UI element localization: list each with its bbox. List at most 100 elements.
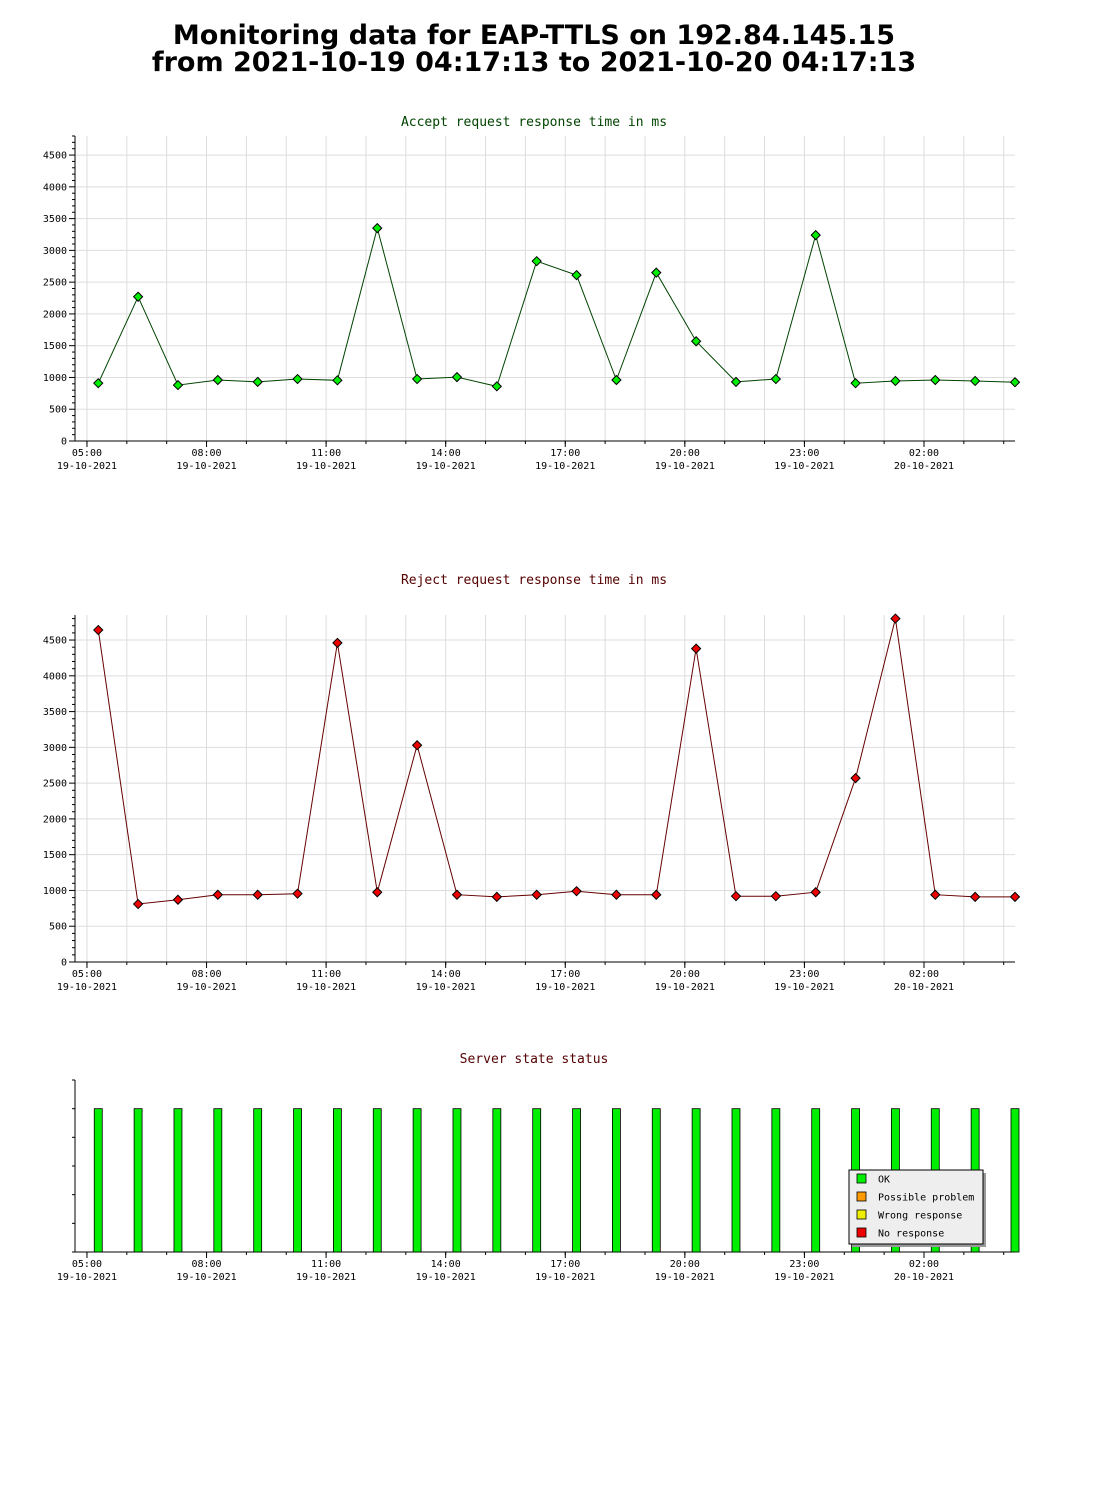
y-tick-label: 3000 xyxy=(43,743,67,754)
x-tick-label-date: 19-10-2021 xyxy=(57,461,117,472)
x-tick-label-date: 19-10-2021 xyxy=(774,1272,834,1283)
data-point xyxy=(730,376,742,388)
status-bar xyxy=(452,1108,462,1253)
data-point xyxy=(132,898,144,910)
y-tick-label: 3000 xyxy=(43,246,67,257)
x-tick-label-date: 19-10-2021 xyxy=(416,982,476,993)
x-tick-label-date: 19-10-2021 xyxy=(57,1272,117,1283)
data-point xyxy=(332,637,343,649)
status-bar xyxy=(253,1108,263,1253)
data-point xyxy=(531,255,542,267)
series-line xyxy=(97,226,1016,387)
y-tick-label: 1000 xyxy=(43,886,67,897)
x-tick-label-time: 23:00 xyxy=(789,448,819,459)
status-bar xyxy=(572,1108,581,1253)
data-point xyxy=(611,374,622,386)
data-point xyxy=(252,376,263,388)
x-tick-label-date: 19-10-2021 xyxy=(176,1272,236,1283)
x-tick-label-time: 14:00 xyxy=(431,448,461,459)
data-point xyxy=(411,373,423,385)
y-tick-label: 0 xyxy=(61,437,67,448)
status-bar xyxy=(333,1108,342,1253)
accept-response-chart: Accept request response time in ms 0 500 10… xyxy=(43,115,1021,472)
status-bar xyxy=(651,1108,661,1253)
y-tick-label: 4000 xyxy=(43,671,67,682)
data-point xyxy=(850,377,861,389)
x-tick-label-time: 20:00 xyxy=(670,448,700,459)
data-point xyxy=(651,889,662,900)
y-tick-label: 1500 xyxy=(43,850,67,861)
data-point xyxy=(651,267,662,278)
data-point xyxy=(132,291,144,302)
data-point xyxy=(810,887,821,898)
data-point xyxy=(890,375,901,387)
y-tick-label: 4000 xyxy=(43,182,67,193)
x-tick-label-time: 02:00 xyxy=(909,448,939,459)
status-bar xyxy=(691,1108,701,1253)
data-point xyxy=(93,624,104,636)
x-tick-label-date: 19-10-2021 xyxy=(535,461,595,472)
x-tick-label-time: 17:00 xyxy=(550,448,580,459)
page-title-line-2: from 2021-10-19 04:17:13 to 2021-10-20 0… xyxy=(151,47,917,78)
data-point xyxy=(930,374,941,386)
data-point xyxy=(172,379,184,391)
x-tick-label-date: 20-10-2021 xyxy=(894,982,954,993)
chart-title: Reject request response time in ms xyxy=(401,573,667,588)
data-point xyxy=(172,894,184,905)
status-bar xyxy=(492,1108,502,1253)
data-point xyxy=(531,889,542,900)
data-point xyxy=(930,889,941,900)
x-tick-label-time: 05:00 xyxy=(72,448,102,459)
data-point xyxy=(93,377,104,389)
x-tick-label-time: 05:00 xyxy=(72,1259,102,1270)
y-tick-label: 2500 xyxy=(43,779,67,790)
status-bar xyxy=(1010,1108,1020,1253)
data-point xyxy=(850,772,861,784)
data-point xyxy=(212,374,224,386)
x-tick-label-time: 17:00 xyxy=(550,1259,580,1270)
x-tick-label-date: 19-10-2021 xyxy=(655,461,715,472)
page-title: Monitoring data for EAP-TTLS on 192.84.1… xyxy=(0,22,1068,76)
legend-swatch xyxy=(856,1209,867,1220)
chart-title: Server state status xyxy=(460,1052,609,1067)
data-point xyxy=(1009,377,1021,388)
y-tick-label: 0 xyxy=(61,958,67,969)
server-status-chart: Server state status 05:00 19-10-2021 08:00 1… xyxy=(57,1052,1020,1283)
status-bar xyxy=(811,1108,821,1253)
x-tick-label-time: 17:00 xyxy=(550,969,580,980)
x-tick-label-date: 19-10-2021 xyxy=(176,461,236,472)
status-bar xyxy=(213,1108,223,1253)
data-point xyxy=(491,381,503,392)
x-tick-label-time: 08:00 xyxy=(191,969,221,980)
data-point xyxy=(690,336,702,347)
data-point xyxy=(451,889,463,900)
y-tick-label: 1000 xyxy=(43,373,67,384)
y-tick-label: 1500 xyxy=(43,341,67,352)
legend-label: No response xyxy=(878,1229,944,1240)
data-point xyxy=(571,269,582,281)
data-point xyxy=(730,890,742,902)
status-bar xyxy=(412,1108,422,1253)
x-tick-label-date: 19-10-2021 xyxy=(535,1272,595,1283)
y-tick-label: 2000 xyxy=(43,814,67,825)
x-tick-label-time: 11:00 xyxy=(311,969,341,980)
y-tick-label: 3500 xyxy=(43,707,67,718)
legend-swatch xyxy=(856,1227,867,1238)
x-tick-label-time: 20:00 xyxy=(670,1259,700,1270)
page-title-line-1: Monitoring data for EAP-TTLS on 192.84.1… xyxy=(172,20,896,51)
x-tick-label-date: 19-10-2021 xyxy=(296,982,356,993)
legend-swatch xyxy=(856,1191,867,1202)
x-tick-label-date: 19-10-2021 xyxy=(57,982,117,993)
x-tick-label-time: 14:00 xyxy=(431,969,461,980)
legend-label: Wrong response xyxy=(878,1211,962,1222)
y-tick-label: 2500 xyxy=(43,278,67,289)
data-point xyxy=(1009,891,1021,903)
series-line xyxy=(97,618,1015,905)
x-tick-label-time: 23:00 xyxy=(789,1259,819,1270)
data-point xyxy=(770,373,782,385)
x-tick-label-time: 05:00 xyxy=(72,969,102,980)
x-tick-label-date: 19-10-2021 xyxy=(535,982,595,993)
data-point xyxy=(411,740,423,751)
x-tick-label-time: 02:00 xyxy=(909,1259,939,1270)
data-point xyxy=(969,375,981,387)
